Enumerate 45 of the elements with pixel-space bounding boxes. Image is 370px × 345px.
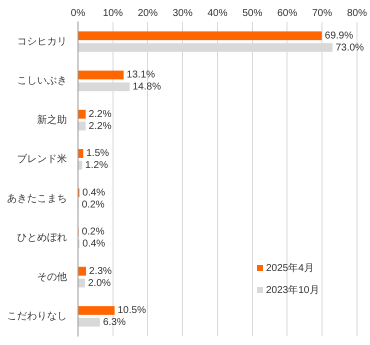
bar [78,110,86,119]
bar [78,149,84,158]
data-label: 6.3% [102,317,126,328]
data-label: 2.3% [89,266,112,277]
data-label: 73.0% [336,42,364,54]
data-label: 13.1% [126,70,156,81]
x-tick-label: 30% [172,8,193,19]
data-label: 69.9% [324,30,354,42]
data-label: 1.5% [86,148,110,160]
bar [78,160,82,170]
bar [78,278,85,288]
x-tick-label: 40% [207,8,228,19]
x-tick-label: 70% [312,8,332,19]
data-label: 2.2% [88,108,112,120]
bar [78,266,86,276]
y-tick-label: こしいぶき [17,76,67,87]
y-tick-label: ブレンド米 [17,153,67,166]
x-tick-label: 10% [102,8,123,19]
data-label: 10.5% [118,305,146,316]
x-tick-label: 20% [138,8,158,19]
data-label: 2.2% [88,120,112,132]
bar [78,306,115,315]
y-tick-label: あきたこまち [7,193,67,204]
data-label: 2.0% [88,278,111,289]
legend-label: 2025年4月 [266,262,314,274]
x-tick-label: 80% [346,8,368,19]
y-tick-label: 新之助 [37,114,67,126]
y-tick-label: コシヒカリ [17,36,67,48]
x-tick-label: 0% [70,8,86,19]
x-tick-label: 50% [242,8,262,19]
y-tick-label: こだわりなし [7,311,67,322]
y-tick-label: ひとめぼれ [17,232,67,244]
data-label: 0.2% [82,199,105,210]
x-tick-label: 60% [277,8,298,19]
bar [78,318,100,327]
y-tick-label: その他 [37,270,67,283]
data-label: 0.4% [82,187,106,198]
bar [78,31,322,40]
bar [78,70,124,80]
bar [78,122,86,130]
data-label: 0.4% [82,238,106,250]
data-label: 1.2% [85,160,108,172]
data-label: 0.2% [82,226,105,238]
legend-label: 2023年10月 [266,284,320,296]
data-label: 14.8% [132,82,162,93]
